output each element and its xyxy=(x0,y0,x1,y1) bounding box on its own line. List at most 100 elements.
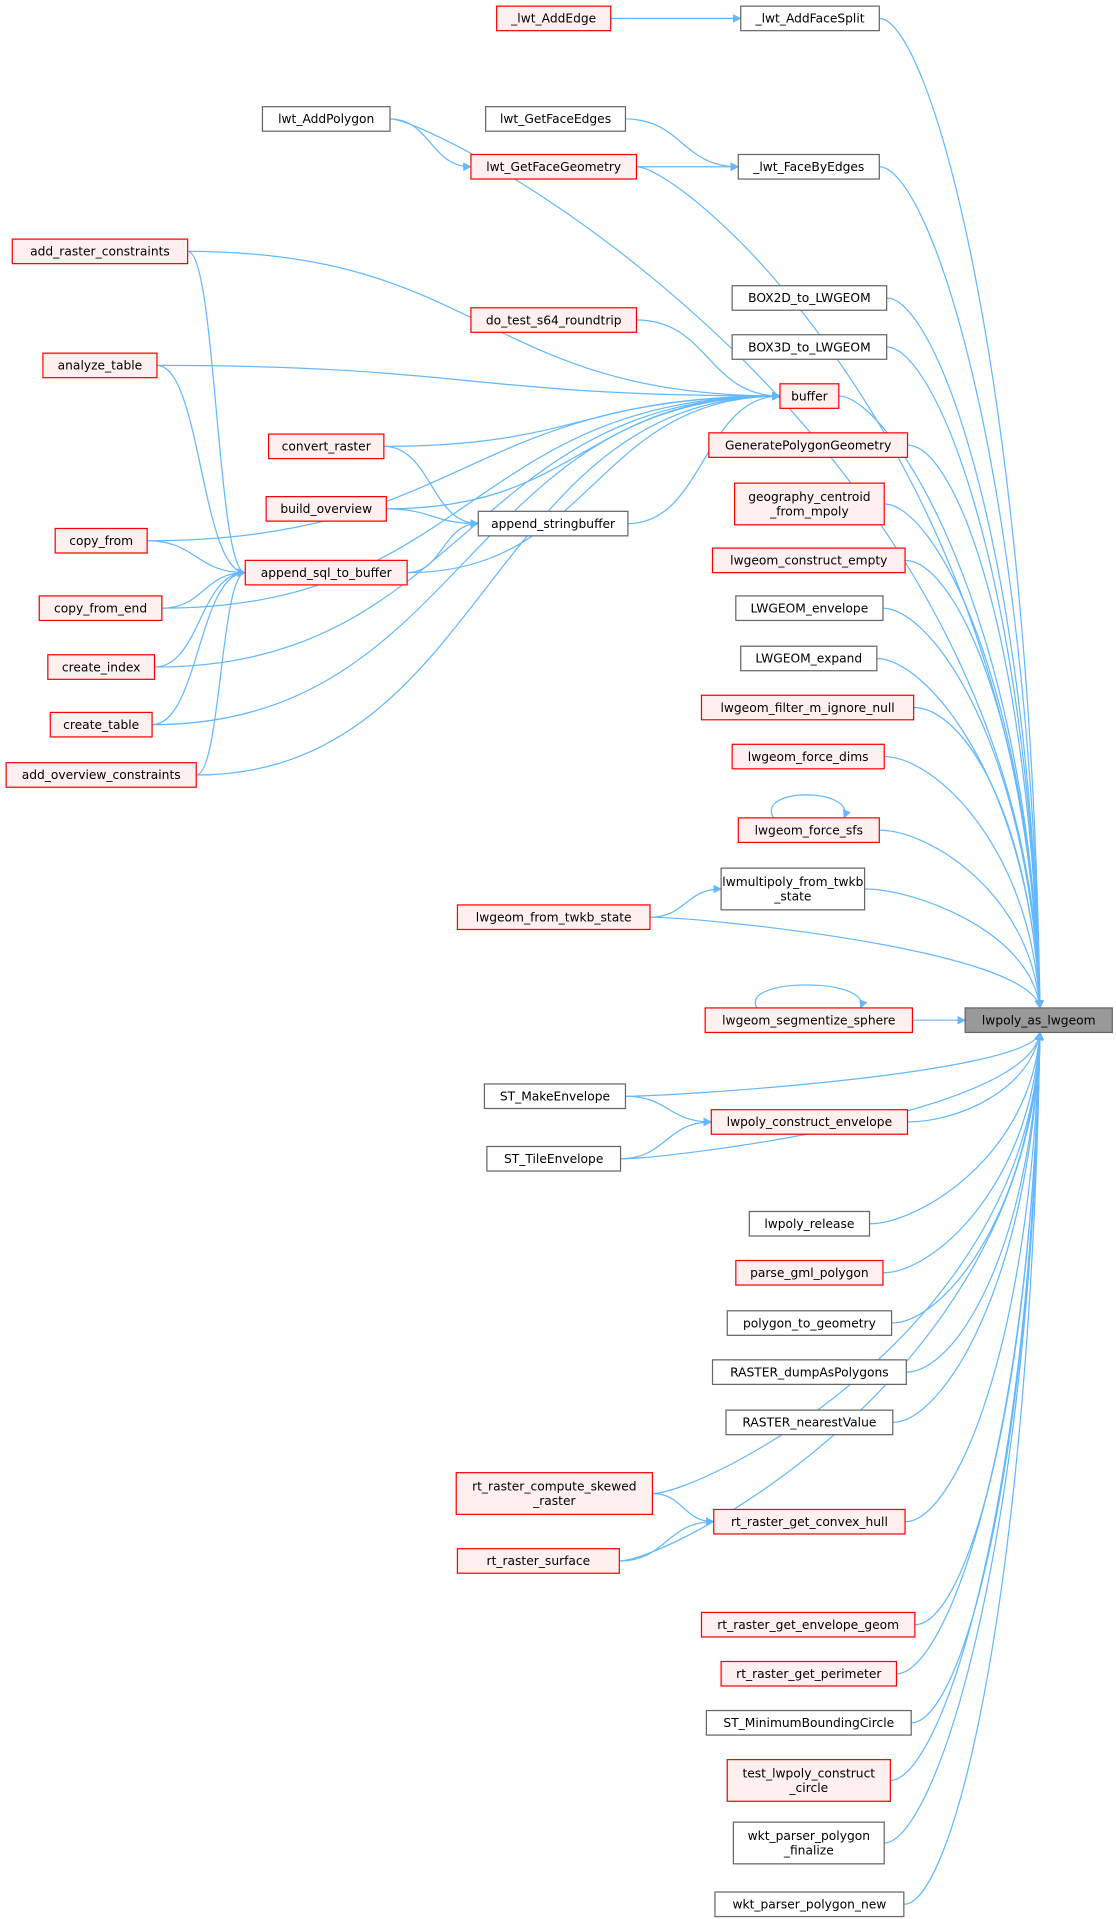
node-lwt-addedge[interactable]: _lwt_AddEdge xyxy=(496,5,612,32)
node-box xyxy=(713,1508,906,1535)
node-add-overview-constraints[interactable]: add_overview_constraints xyxy=(5,762,197,788)
node-lwpoly-construct-envelope[interactable]: lwpoly_construct_envelope xyxy=(710,1109,909,1135)
node-st-minimumboundingcircle[interactable]: ST_MinimumBoundingCircle xyxy=(705,1709,912,1736)
edge-add-raster-constraints-to-append-sql-to-buffer xyxy=(187,250,247,577)
node-rt-raster-compute-skewed-raster[interactable]: rt_raster_compute_skewed_raster xyxy=(455,1472,654,1515)
node-label: _raster xyxy=(532,1494,576,1508)
node-build-overview[interactable]: build_overview xyxy=(265,495,387,522)
node-append-stringbuffer[interactable]: append_stringbuffer xyxy=(477,510,629,537)
node-label: BOX2D_to_LWGEOM xyxy=(748,291,870,305)
node-lwgeom-force-sfs[interactable]: lwgeom_force_sfs xyxy=(737,817,880,844)
node-wkt-parser-polygon-new[interactable]: wkt_parser_polygon_new xyxy=(714,1891,905,1918)
edge-lwgeom-force-sfs-to-lwpoly-as-lwgeom xyxy=(879,829,1044,1009)
node-lwt-getfaceedges[interactable]: lwt_GetFaceEdges xyxy=(485,106,627,132)
edge-rt-raster-get-envelope-geom-to-lwpoly-as-lwgeom xyxy=(914,1031,1045,1626)
node-box xyxy=(710,1109,909,1135)
node-do-test-s64-roundtrip[interactable]: do_test_s64_roundtrip xyxy=(470,307,638,333)
node-label: create_index xyxy=(62,660,141,674)
node-lwgeom-force-dims[interactable]: lwgeom_force_dims xyxy=(731,743,885,770)
node-label: lwt_AddPolygon xyxy=(278,112,374,126)
node-rt-raster-surface[interactable]: rt_raster_surface xyxy=(456,1548,620,1574)
node-add-raster-constraints[interactable]: add_raster_constraints xyxy=(11,238,189,265)
node-box3d-to-lwgeom[interactable]: BOX3D_to_LWGEOM xyxy=(731,334,888,360)
node-lwpoly-as-lwgeom[interactable]: lwpoly_as_lwgeom xyxy=(964,1007,1113,1034)
edge-lwpoly-construct-envelope-to-lwpoly-as-lwgeom xyxy=(907,1031,1043,1123)
node-rt-raster-get-envelope-geom[interactable]: rt_raster_get_envelope_geom xyxy=(700,1611,916,1638)
node-copy-from[interactable]: copy_from xyxy=(54,527,148,554)
node-box xyxy=(705,1709,912,1736)
edge-copy-from-to-append-sql-to-buffer xyxy=(147,540,247,577)
edge-copy-from-end-to-buffer xyxy=(161,391,781,609)
node-box xyxy=(731,285,888,311)
node-copy-from-end[interactable]: copy_from_end xyxy=(38,595,163,622)
node-test-lwpoly-construct-circle[interactable]: test_lwpoly_construct_circle xyxy=(726,1758,891,1802)
node-box xyxy=(456,1548,620,1574)
node-lwmultipoly-from-twkb-state[interactable]: lwmultipoly_from_twkb_state xyxy=(720,867,866,911)
node-label: append_stringbuffer xyxy=(491,517,616,531)
edge-wkt-parser-polygon-new-to-lwpoly-as-lwgeom xyxy=(903,1031,1045,1905)
edge-rt-raster-compute-skewed-raster-to-rt-raster-get-convex-hull xyxy=(652,1492,715,1526)
edge-lwt-addfacesplit-to-lwpoly-as-lwgeom xyxy=(879,17,1045,1009)
node-convert-raster[interactable]: convert_raster xyxy=(267,433,385,460)
node-lwgeom-construct-empty[interactable]: lwgeom_construct_empty xyxy=(711,547,906,574)
edge-st-makeenvelope-to-lwpoly-as-lwgeom xyxy=(625,1031,1043,1097)
node-raster-nearestvalue[interactable]: RASTER_nearestValue xyxy=(725,1409,894,1436)
node-label: rt_raster_compute_skewed xyxy=(472,1479,636,1493)
node-label: lwgeom_from_twkb_state xyxy=(476,910,632,924)
nodes-layer: _lwt_AddEdge _lwt_AddFaceSplit lwt_AddPoly… xyxy=(5,5,1113,1918)
edge-create-index-to-buffer xyxy=(154,391,781,668)
node-generatepolygongeometry[interactable]: GeneratePolygonGeometry xyxy=(708,432,909,458)
node-label: ST_MakeEnvelope xyxy=(500,1090,610,1104)
node-lwgeom-from-twkb-state[interactable]: lwgeom_from_twkb_state xyxy=(456,904,651,931)
node-lwt-facebyedges[interactable]: _lwt_FaceByEdges xyxy=(737,153,880,180)
node-box xyxy=(708,432,909,458)
edge-lwt-addpolygon-to-lwpoly-as-lwgeom xyxy=(389,118,1045,1009)
node-label: lwgeom_segmentize_sphere xyxy=(722,1013,895,1027)
node-lwt-getfacegeometry[interactable]: lwt_GetFaceGeometry xyxy=(470,153,638,180)
node-box xyxy=(731,743,885,770)
node-label: lwpoly_construct_envelope xyxy=(727,1115,892,1129)
node-buffer[interactable]: buffer xyxy=(779,383,840,409)
node-label: lwgeom_force_dims xyxy=(748,750,869,764)
node-label: GeneratePolygonGeometry xyxy=(725,438,891,452)
node-lwpoly-release[interactable]: lwpoly_release xyxy=(748,1210,871,1237)
node-raster-dumpaspolygons[interactable]: RASTER_dumpAsPolygons xyxy=(711,1359,907,1385)
edge-lwmultipoly-from-twkb-state-to-lwpoly-as-lwgeom xyxy=(864,888,1044,1009)
node-box xyxy=(740,645,878,672)
node-box xyxy=(470,307,638,333)
node-box xyxy=(54,527,148,554)
node-label: lwt_GetFaceGeometry xyxy=(486,160,621,174)
node-lwt-addpolygon[interactable]: lwt_AddPolygon xyxy=(261,106,391,132)
node-parse-gml-polygon[interactable]: parse_gml_polygon xyxy=(735,1259,884,1286)
node-wkt-parser-polygon-finalize[interactable]: wkt_parser_polygon_finalize xyxy=(732,1821,885,1865)
node-box xyxy=(964,1007,1113,1034)
node-box xyxy=(485,106,627,132)
node-analyze-table[interactable]: analyze_table xyxy=(42,352,158,379)
node-polygon-to-geometry[interactable]: polygon_to_geometry xyxy=(726,1310,893,1336)
edge-raster-nearestvalue-to-lwpoly-as-lwgeom xyxy=(892,1031,1044,1424)
node-lwgeom-segmentize-sphere[interactable]: lwgeom_segmentize_sphere xyxy=(704,1007,914,1034)
node-lwgeom-expand[interactable]: LWGEOM_expand xyxy=(740,645,878,672)
node-label: buffer xyxy=(791,389,829,403)
node-box xyxy=(456,904,651,931)
node-geography-centroid-from-mpoly[interactable]: geography_centroid_from_mpoly xyxy=(733,482,885,526)
node-create-index[interactable]: create_index xyxy=(47,654,156,680)
edge-append-sql-to-buffer-to-buffer xyxy=(407,391,781,574)
node-lwgeom-filter-m-ignore-null[interactable]: lwgeom_filter_m_ignore_null xyxy=(700,694,915,721)
edge-st-makeenvelope-to-lwpoly-construct-envelope xyxy=(625,1095,713,1127)
node-box2d-to-lwgeom[interactable]: BOX2D_to_LWGEOM xyxy=(731,285,888,311)
node-rt-raster-get-convex-hull[interactable]: rt_raster_get_convex_hull xyxy=(713,1508,906,1535)
edge-convert-raster-to-append-stringbuffer xyxy=(383,445,480,528)
node-label: lwmultipoly_from_twkb xyxy=(722,875,863,889)
node-box xyxy=(720,867,866,911)
node-box xyxy=(261,106,391,132)
node-create-table[interactable]: create_table xyxy=(49,711,153,738)
edge-lwt-addpolygon-to-lwt-getfacegeometry xyxy=(389,118,472,172)
edge-lwt-getfaceedges-to-lwt-facebyedges xyxy=(625,118,740,172)
node-rt-raster-get-perimeter[interactable]: rt_raster_get_perimeter xyxy=(720,1660,898,1687)
node-st-tileenvelope[interactable]: ST_TileEnvelope xyxy=(486,1145,622,1172)
node-append-sql-to-buffer[interactable]: append_sql_to_buffer xyxy=(244,559,408,586)
node-lwt-addfacesplit[interactable]: _lwt_AddFaceSplit xyxy=(740,5,880,32)
node-lwgeom-envelope[interactable]: LWGEOM_envelope xyxy=(735,595,884,622)
node-st-makeenvelope[interactable]: ST_MakeEnvelope xyxy=(483,1083,627,1110)
